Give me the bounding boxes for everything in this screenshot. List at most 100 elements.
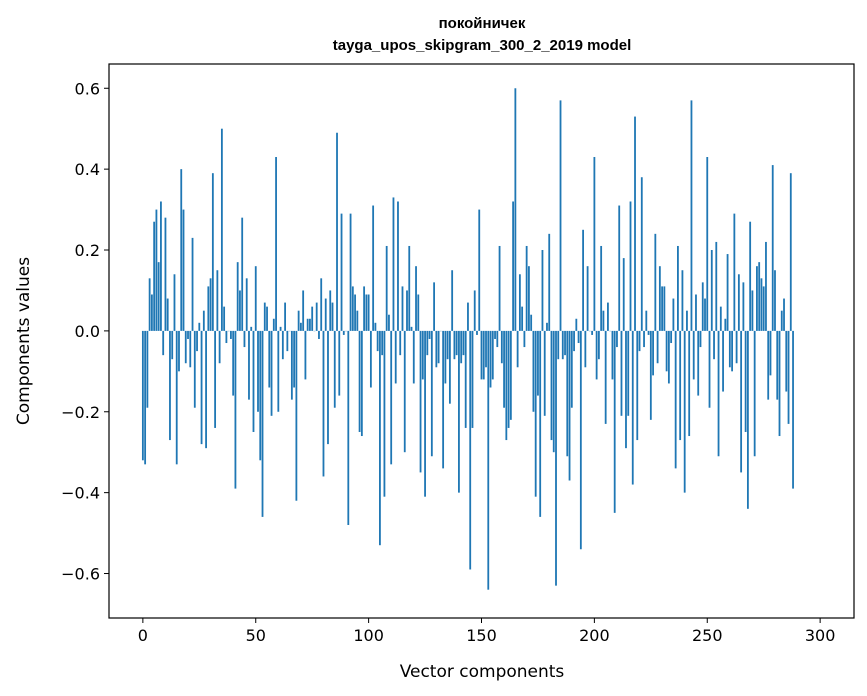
bar	[704, 298, 706, 331]
bar	[306, 318, 309, 331]
bar	[552, 330, 555, 453]
bar	[505, 330, 508, 441]
bar	[487, 330, 490, 590]
bar	[248, 330, 250, 400]
bar	[722, 330, 724, 392]
bar	[525, 245, 528, 331]
x-tick-label: 150	[466, 626, 497, 645]
bar	[279, 326, 282, 331]
bar	[597, 330, 600, 360]
bar	[175, 330, 178, 465]
bar	[424, 330, 426, 497]
bar	[460, 330, 463, 364]
bar	[254, 266, 257, 331]
bar	[191, 237, 194, 331]
bar	[369, 330, 372, 388]
x-tick-label: 0	[138, 626, 148, 645]
y-axis-label: Components values	[14, 257, 34, 425]
bar	[329, 290, 332, 331]
bar	[737, 274, 740, 331]
bar	[602, 310, 605, 331]
bar	[728, 330, 731, 368]
bar	[593, 157, 596, 331]
bar	[667, 330, 670, 384]
bar	[406, 290, 408, 331]
bar	[349, 213, 352, 331]
bar	[706, 157, 709, 331]
bar	[498, 245, 501, 331]
bar	[220, 128, 223, 331]
bar	[756, 266, 758, 331]
bar	[674, 330, 677, 469]
bar	[480, 330, 483, 380]
bar	[275, 157, 277, 331]
bar	[182, 209, 185, 331]
bar	[419, 330, 422, 473]
bar	[507, 330, 510, 428]
bar	[733, 213, 736, 331]
y-tick-label: 0.2	[75, 241, 100, 260]
bar	[546, 322, 548, 331]
bar	[166, 298, 169, 331]
bar	[379, 330, 381, 546]
bar	[629, 201, 632, 331]
bar	[751, 290, 754, 331]
bar	[428, 330, 431, 339]
bar	[336, 132, 338, 331]
bar	[724, 318, 727, 331]
bar	[160, 201, 162, 331]
bar	[295, 330, 298, 501]
bar	[385, 245, 388, 331]
bar	[661, 286, 664, 331]
bar	[286, 330, 289, 352]
bar	[654, 233, 657, 331]
bar	[616, 330, 618, 348]
bar	[708, 330, 711, 408]
bar	[448, 330, 451, 404]
bar	[356, 310, 359, 331]
bar	[541, 250, 544, 331]
bar	[670, 330, 673, 344]
bar	[239, 290, 241, 331]
bar	[636, 330, 639, 441]
bar	[173, 274, 176, 331]
bar	[214, 330, 217, 428]
bar	[783, 298, 785, 331]
bar	[187, 330, 189, 339]
bar	[482, 330, 485, 380]
bar	[613, 330, 616, 513]
bar	[451, 270, 454, 331]
bar	[372, 205, 375, 331]
bar	[652, 330, 654, 376]
bar	[634, 116, 636, 331]
bar	[564, 330, 566, 356]
bar	[618, 205, 621, 331]
bar	[627, 330, 630, 416]
bar	[340, 213, 343, 331]
bar	[284, 302, 286, 331]
y-tick-label: −0.2	[61, 403, 100, 422]
bar	[327, 330, 329, 445]
bar	[207, 286, 210, 331]
bar	[697, 330, 700, 396]
bar	[607, 302, 609, 331]
bar	[762, 286, 765, 331]
bar	[557, 330, 560, 360]
bar	[383, 330, 386, 497]
bar	[311, 306, 314, 331]
bar	[299, 322, 302, 331]
bar	[455, 330, 458, 356]
bar	[397, 201, 399, 331]
bar	[742, 282, 745, 331]
bar	[169, 330, 171, 441]
bar	[532, 330, 535, 412]
bar	[318, 330, 320, 339]
bar	[663, 286, 666, 331]
bar	[399, 330, 402, 356]
bar	[236, 262, 239, 331]
bar	[543, 330, 546, 416]
bar	[394, 330, 397, 384]
bar	[690, 100, 693, 331]
bar	[494, 330, 496, 339]
